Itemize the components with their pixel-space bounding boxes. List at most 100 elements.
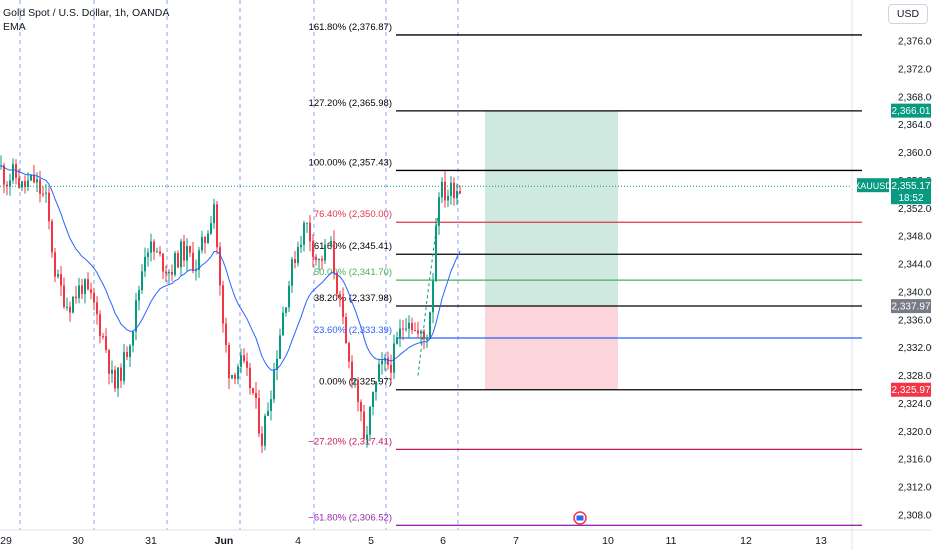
candle-body	[156, 251, 158, 253]
candle-body	[345, 317, 347, 344]
candle-body	[147, 252, 149, 257]
candle-body	[3, 165, 5, 185]
projection-line	[417, 215, 439, 376]
candle-body	[429, 312, 431, 339]
fib-level-label: −27.20% (2,317.41)	[308, 436, 392, 447]
us-flag-icon	[576, 515, 584, 521]
candle-body	[87, 279, 89, 290]
candle-body	[312, 241, 314, 257]
candle-body	[342, 297, 344, 318]
candle-body	[264, 415, 266, 446]
candle-body	[441, 181, 443, 198]
candle-body	[435, 225, 437, 281]
candle-body	[423, 331, 425, 340]
candle-body	[396, 338, 398, 344]
candle-body	[339, 294, 341, 298]
candle-body	[354, 379, 356, 382]
candle-body	[270, 399, 272, 411]
candle-body	[294, 259, 296, 264]
candle-body	[222, 285, 224, 324]
price-tick-label: 2,312.00	[898, 483, 932, 494]
fib-level-label: 50.00% (2,341.70)	[314, 267, 392, 278]
candle-body	[33, 174, 35, 183]
ema-line	[0, 165, 461, 371]
candle-body	[258, 398, 260, 434]
candle-body	[150, 241, 152, 253]
candle-body	[90, 289, 92, 293]
fib-level-label: 23.60% (2,333.39)	[314, 325, 392, 336]
candle-body	[78, 285, 80, 299]
candle-body	[297, 247, 299, 264]
candle-body	[330, 240, 332, 246]
chart-title: Gold Spot / U.S. Dollar, 1h, OANDA	[3, 7, 170, 19]
candle-body	[393, 343, 395, 373]
candle-body	[456, 190, 458, 199]
candle-body	[303, 222, 305, 245]
candle-body	[108, 350, 110, 374]
time-tick-label: Jun	[215, 535, 234, 547]
candle-body	[159, 251, 161, 254]
candle-body	[405, 328, 407, 330]
candle-body	[321, 258, 323, 261]
price-tick-label: 2,324.00	[898, 399, 932, 410]
candle-body	[153, 241, 155, 252]
time-tick-label: 4	[295, 535, 301, 547]
candle-body	[225, 323, 227, 345]
price-tick-label: 2,320.00	[898, 427, 932, 438]
price-tick-label: 2,316.00	[898, 455, 932, 466]
candle-body	[42, 193, 44, 195]
candle-body	[231, 374, 233, 379]
candle-body	[375, 381, 377, 393]
candle-body	[246, 361, 248, 368]
candle-body	[306, 222, 308, 224]
candle-body	[378, 364, 380, 382]
candle-body	[390, 364, 392, 373]
candle-body	[69, 306, 71, 313]
time-tick-label: 29	[0, 535, 12, 547]
candle-body	[381, 360, 383, 365]
candle-body	[219, 247, 221, 286]
candle-body	[357, 379, 359, 402]
candle-body	[177, 253, 179, 268]
price-badge	[891, 382, 931, 397]
candle-body	[273, 369, 275, 400]
candle-body	[417, 330, 419, 334]
time-tick-label: 6	[440, 535, 446, 547]
candle-body	[45, 192, 47, 194]
candle-body	[192, 252, 194, 272]
candle-body	[216, 204, 218, 248]
candle-body	[252, 388, 254, 393]
candle-body	[6, 184, 8, 187]
price-tick-label: 2,368.00	[898, 92, 932, 103]
candle-body	[324, 244, 326, 261]
currency-button[interactable]: USD	[888, 4, 928, 24]
reward-zone	[485, 110, 618, 307]
candle-body	[99, 314, 101, 337]
candle-body	[51, 221, 53, 253]
candle-body	[228, 344, 230, 379]
candle-body	[366, 434, 368, 439]
candle-body	[408, 322, 410, 329]
candle-body	[36, 179, 38, 183]
candle-body	[255, 392, 257, 399]
candle-body	[336, 272, 338, 295]
candle-body	[18, 177, 20, 188]
candle-body	[129, 345, 131, 357]
candle-body	[309, 222, 311, 242]
candle-body	[276, 358, 278, 370]
time-tick-label: 13	[815, 535, 827, 547]
price-tick-label: 2,352.00	[898, 204, 932, 215]
current-price-badge	[891, 178, 931, 205]
candle-body	[414, 330, 416, 332]
candle-body	[348, 343, 350, 362]
candle-body	[66, 306, 68, 308]
fib-level-label: 38.20% (2,337.98)	[314, 293, 392, 304]
candle-body	[75, 296, 77, 299]
time-tick-label: 7	[513, 535, 519, 547]
price-tick-label: 2,364.00	[898, 120, 932, 131]
candle-body	[189, 246, 191, 253]
candle-body	[24, 181, 26, 187]
candle-body	[48, 192, 50, 222]
candle-body	[138, 290, 140, 301]
